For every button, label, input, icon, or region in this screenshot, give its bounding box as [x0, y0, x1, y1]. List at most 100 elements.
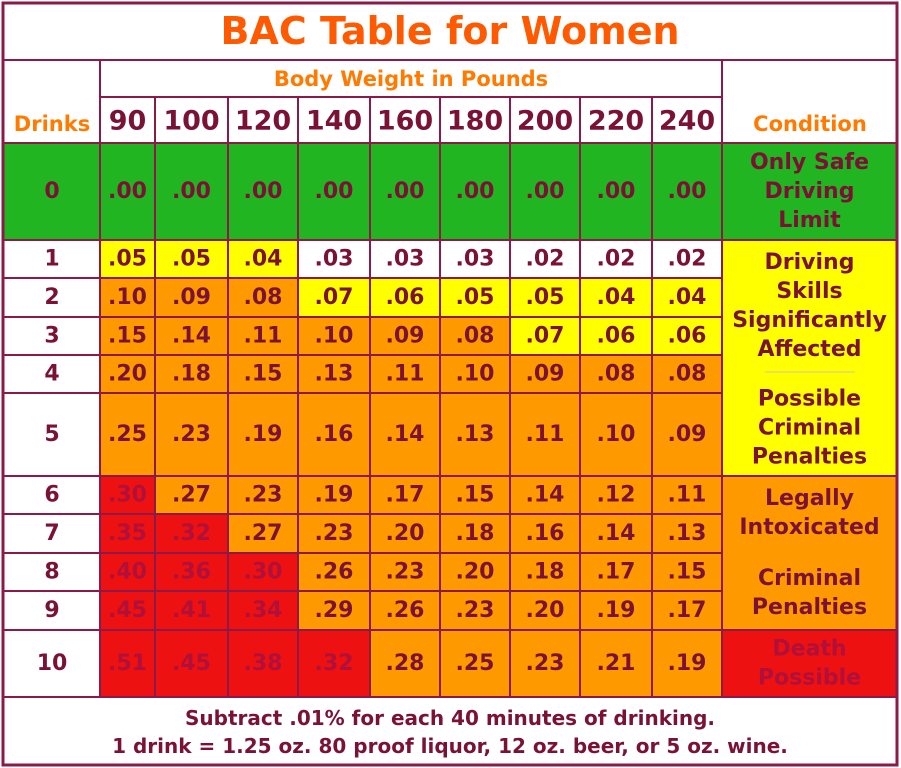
bac-value: .10	[597, 422, 636, 447]
bac-value: .05	[172, 247, 211, 272]
bac-cell	[580, 355, 652, 393]
bac-value: .05	[108, 247, 147, 272]
drinks-count: 4	[44, 362, 59, 387]
drinks-cell	[3, 591, 100, 630]
bac-cell	[370, 317, 440, 355]
condition-text: Possible	[758, 666, 861, 691]
bac-value: .20	[386, 521, 425, 546]
bac-value: .03	[386, 247, 425, 272]
bac-cell	[298, 317, 370, 355]
bac-value: .13	[668, 521, 707, 546]
bac-cell	[580, 317, 652, 355]
bac-value: .00	[526, 179, 565, 204]
drinks-count: 8	[44, 560, 59, 585]
bac-cell	[440, 278, 510, 317]
drinks-count: 0	[44, 179, 59, 204]
bac-cell	[370, 240, 440, 278]
bac-value: .00	[172, 179, 211, 204]
drinks-cell	[3, 514, 100, 553]
bac-value: .23	[315, 521, 354, 546]
bac-value: .10	[108, 285, 147, 310]
bac-value: .25	[108, 422, 147, 447]
condition-text: Driving	[765, 179, 855, 204]
bac-cell	[652, 630, 722, 697]
bac-value: .36	[172, 560, 211, 585]
bac-value: .15	[668, 560, 707, 585]
bac-cell	[155, 240, 228, 278]
bac-cell	[155, 514, 228, 553]
drinks-count: 7	[44, 521, 59, 546]
bac-cell	[440, 553, 510, 591]
bac-cell	[100, 355, 155, 393]
condition-text: Intoxicated	[739, 515, 879, 540]
bac-cell	[510, 278, 580, 317]
bac-value: .08	[597, 362, 636, 387]
bac-cell	[370, 630, 440, 697]
bac-value: .09	[172, 285, 211, 310]
bac-value: .06	[668, 324, 707, 349]
bac-value: .07	[526, 324, 565, 349]
drinks-cell	[3, 278, 100, 317]
bac-value: .45	[172, 651, 211, 676]
bac-cell	[100, 240, 155, 278]
chart-title: BAC Table for Women	[220, 9, 679, 53]
condition-text: Criminal	[758, 416, 861, 441]
bac-cell	[652, 476, 722, 514]
bac-cell	[510, 143, 580, 240]
condition-text: Penalties	[752, 595, 867, 620]
bac-cell	[155, 630, 228, 697]
bac-value: .19	[597, 598, 636, 623]
drinks-cell	[3, 240, 100, 278]
bac-value: .45	[108, 598, 147, 623]
bac-value: .12	[597, 483, 636, 508]
drinks-cell	[3, 393, 100, 476]
bac-cell	[440, 317, 510, 355]
bac-value: .51	[108, 651, 147, 676]
bac-value: .14	[172, 324, 211, 349]
bac-cell	[440, 355, 510, 393]
bac-value: .06	[386, 285, 425, 310]
bac-cell	[510, 317, 580, 355]
weight-100: 100	[163, 106, 219, 137]
bac-value: .29	[315, 598, 354, 623]
bac-value: .32	[172, 521, 211, 546]
bac-cell	[580, 143, 652, 240]
bac-cell	[155, 143, 228, 240]
bac-cell	[440, 514, 510, 553]
drinks-cell	[3, 476, 100, 514]
bac-value: .00	[386, 179, 425, 204]
bac-cell	[370, 591, 440, 630]
bac-value: .17	[668, 598, 707, 623]
bac-value: .18	[172, 362, 211, 387]
condition-text: Only Safe	[750, 150, 869, 175]
footnote: 1 drink = 1.25 oz. 80 proof liquor, 12 o…	[112, 734, 788, 758]
condition-text: Death	[772, 637, 846, 662]
bac-cell	[370, 143, 440, 240]
condition-text: Affected	[758, 337, 862, 362]
bac-cell	[228, 393, 298, 476]
bac-value: .08	[668, 362, 707, 387]
condition-cell	[722, 630, 897, 697]
bac-cell	[652, 355, 722, 393]
bac-value: .19	[244, 422, 283, 447]
bac-cell	[370, 278, 440, 317]
bac-cell	[228, 476, 298, 514]
weight-200: 200	[517, 106, 573, 137]
bac-cell	[510, 476, 580, 514]
bac-value: .00	[108, 179, 147, 204]
bac-value: .00	[597, 179, 636, 204]
bac-value: .15	[108, 324, 147, 349]
condition-cell	[722, 476, 897, 630]
bac-cell	[370, 355, 440, 393]
bac-cell	[100, 553, 155, 591]
bac-value: .20	[456, 560, 495, 585]
bac-cell	[580, 240, 652, 278]
bac-value: .19	[668, 651, 707, 676]
condition-header: Condition	[753, 112, 867, 136]
bac-cell	[580, 278, 652, 317]
bac-cell	[298, 476, 370, 514]
bac-value: .03	[456, 247, 495, 272]
bac-cell	[155, 278, 228, 317]
